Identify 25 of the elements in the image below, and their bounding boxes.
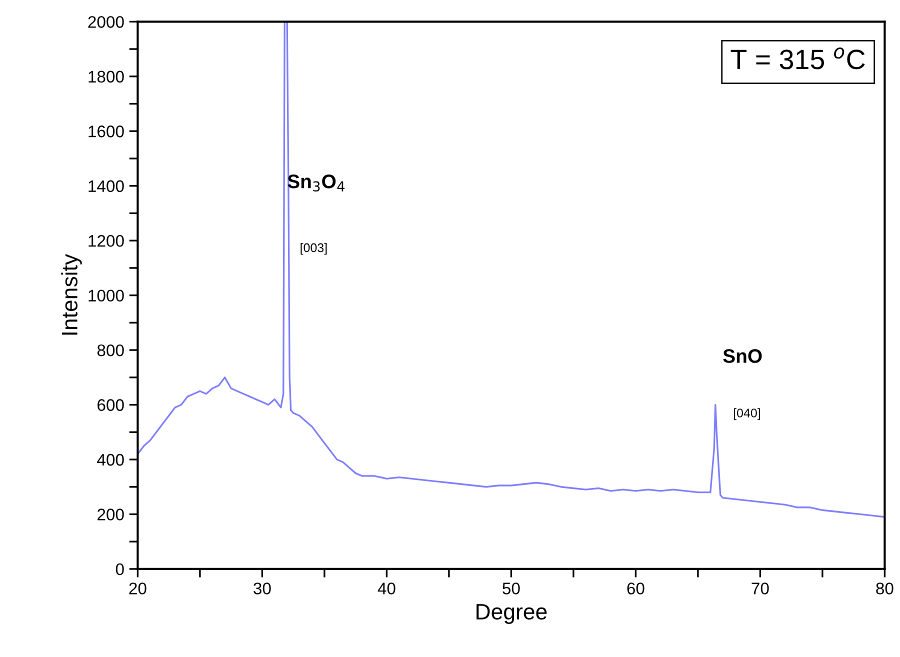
x-tick-label: 70	[752, 582, 769, 594]
annotation: Sn$_{3}$O$_{4}$	[288, 174, 345, 192]
y-tick-label: 400	[97, 454, 124, 466]
y-tick-label: 1400	[88, 180, 124, 192]
annotation: T = 315 $^{o}$C	[730, 48, 865, 70]
y-axis-title: Intensity	[61, 254, 82, 335]
y-tick-label: 200	[98, 508, 124, 520]
annotation: SnO	[723, 349, 762, 363]
x-tick-label: 20	[129, 582, 146, 594]
y-tick-label: 600	[98, 399, 124, 411]
x-axis-title: Degree	[476, 604, 547, 624]
y-tick-label: 2000	[88, 16, 124, 28]
annotation: [003]	[300, 242, 327, 255]
x-tick-label: 40	[378, 582, 396, 594]
y-tick-label: 0	[116, 563, 124, 576]
annotation: [040]	[734, 408, 760, 420]
x-tick-label: 50	[502, 582, 520, 594]
x-tick-label: 60	[627, 582, 644, 594]
x-tick-label: 80	[876, 582, 894, 594]
y-tick-label: 1200	[88, 234, 124, 247]
y-tick-label: 1600	[88, 126, 124, 138]
y-tick-label: 800	[97, 344, 124, 356]
x-tick-label: 30	[254, 582, 271, 594]
y-tick-label: 1800	[88, 70, 124, 83]
y-tick-label: 1000	[88, 290, 124, 302]
